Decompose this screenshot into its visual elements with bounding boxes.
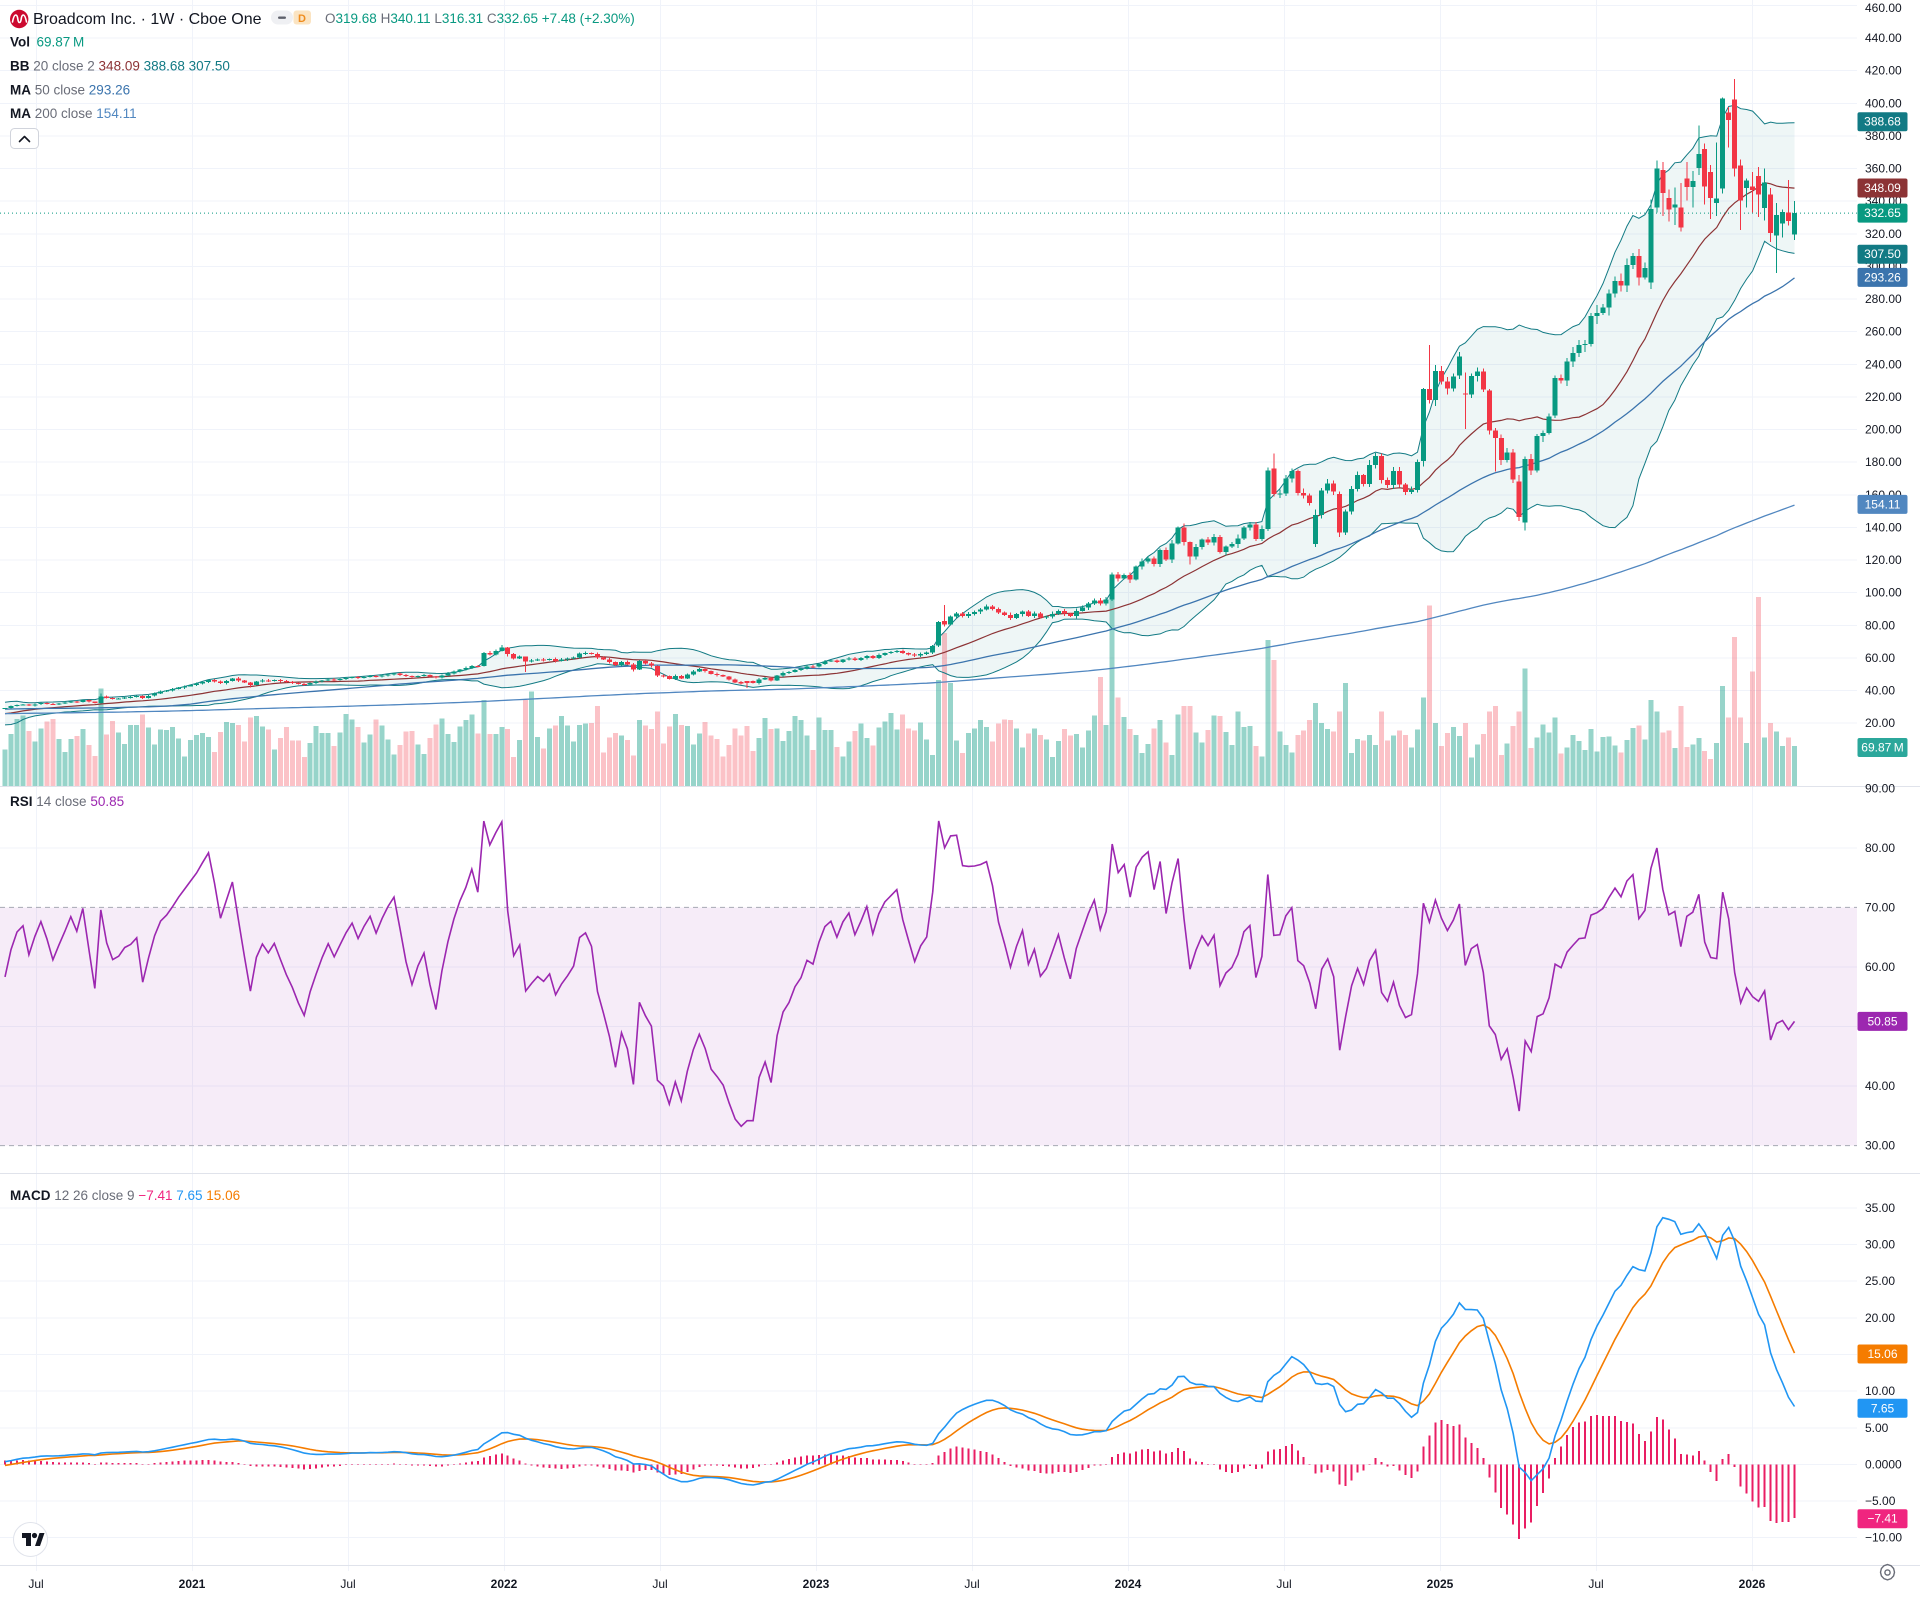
svg-text:2022: 2022: [491, 1577, 518, 1591]
svg-text:460.00: 460.00: [1865, 1, 1902, 15]
svg-text:Jul: Jul: [1276, 1577, 1291, 1591]
svg-text:90.00: 90.00: [1865, 781, 1895, 795]
svg-text:MA 50 close 293.26: MA 50 close 293.26: [10, 83, 130, 98]
svg-text:10.00: 10.00: [1865, 1384, 1895, 1398]
svg-text:280.00: 280.00: [1865, 292, 1902, 306]
svg-text:307.50: 307.50: [1864, 247, 1901, 261]
svg-text:240.00: 240.00: [1865, 357, 1902, 371]
svg-text:Broadcom Inc. · 1W · Cboe One: Broadcom Inc. · 1W · Cboe One: [33, 11, 262, 28]
svg-text:420.00: 420.00: [1865, 64, 1902, 78]
svg-text:260.00: 260.00: [1865, 325, 1902, 339]
svg-text:O319.68 H340.11 L316.31 C332.6: O319.68 H340.11 L316.31 C332.65 +7.48 (+…: [325, 11, 635, 26]
svg-text:25.00: 25.00: [1865, 1274, 1895, 1288]
svg-text:Jul: Jul: [1588, 1577, 1603, 1591]
svg-text:180.00: 180.00: [1865, 455, 1902, 469]
svg-text:−5.00: −5.00: [1865, 1494, 1896, 1508]
svg-text:5.00: 5.00: [1865, 1421, 1889, 1435]
svg-text:332.65: 332.65: [1864, 206, 1901, 220]
svg-text:2023: 2023: [803, 1577, 830, 1591]
svg-text:200.00: 200.00: [1865, 423, 1902, 437]
svg-text:348.09: 348.09: [1864, 181, 1901, 195]
svg-text:380.00: 380.00: [1865, 129, 1902, 143]
svg-text:Jul: Jul: [652, 1577, 667, 1591]
svg-text:80.00: 80.00: [1865, 841, 1895, 855]
svg-text:69.87 M: 69.87 M: [1861, 741, 1903, 755]
svg-text:40.00: 40.00: [1865, 1079, 1895, 1093]
svg-text:RSI 14 close 50.85: RSI 14 close 50.85: [10, 794, 124, 809]
svg-text:70.00: 70.00: [1865, 900, 1895, 914]
svg-text:60.00: 60.00: [1865, 960, 1895, 974]
svg-text:60.00: 60.00: [1865, 651, 1895, 665]
svg-text:2026: 2026: [1739, 1577, 1766, 1591]
svg-text:Jul: Jul: [340, 1577, 355, 1591]
svg-text:388.68: 388.68: [1864, 115, 1901, 129]
svg-text:2025: 2025: [1427, 1577, 1454, 1591]
svg-text:−7.41: −7.41: [1867, 1512, 1898, 1526]
svg-text:20.00: 20.00: [1865, 1311, 1895, 1325]
svg-text:15.06: 15.06: [1867, 1347, 1897, 1361]
svg-text:80.00: 80.00: [1865, 618, 1895, 632]
svg-text:Vol 69.87 M: Vol 69.87 M: [10, 35, 84, 50]
svg-text:−10.00: −10.00: [1865, 1531, 1902, 1545]
svg-text:120.00: 120.00: [1865, 553, 1902, 567]
svg-text:30.00: 30.00: [1865, 1238, 1895, 1252]
svg-text:100.00: 100.00: [1865, 586, 1902, 600]
svg-text:2024: 2024: [1115, 1577, 1142, 1591]
svg-text:440.00: 440.00: [1865, 31, 1902, 45]
svg-text:220.00: 220.00: [1865, 390, 1902, 404]
svg-text:0.0000: 0.0000: [1865, 1457, 1902, 1471]
svg-text:360.00: 360.00: [1865, 162, 1902, 176]
svg-text:50.85: 50.85: [1867, 1014, 1897, 1028]
svg-text:Jul: Jul: [964, 1577, 979, 1591]
svg-text:MACD 12 26 close 9 −7.41 7.65: MACD 12 26 close 9 −7.41 7.65 15.06: [10, 1188, 240, 1203]
svg-text:320.00: 320.00: [1865, 227, 1902, 241]
svg-text:154.11: 154.11: [1865, 497, 1901, 511]
svg-text:40.00: 40.00: [1865, 684, 1895, 698]
svg-text:MA 200 close 154.11: MA 200 close 154.11: [10, 106, 137, 121]
svg-text:400.00: 400.00: [1865, 96, 1902, 110]
svg-text:20.00: 20.00: [1865, 716, 1895, 730]
svg-text:BB 20 close 2 348.09 388.68: BB 20 close 2 348.09 388.68 307.50: [10, 59, 230, 74]
svg-text:D: D: [298, 13, 306, 25]
svg-text:30.00: 30.00: [1865, 1139, 1895, 1153]
svg-text:140.00: 140.00: [1865, 520, 1902, 534]
svg-text:2021: 2021: [179, 1577, 206, 1591]
svg-text:Jul: Jul: [28, 1577, 43, 1591]
svg-text:35.00: 35.00: [1865, 1201, 1895, 1215]
svg-text:7.65: 7.65: [1871, 1401, 1895, 1415]
svg-text:293.26: 293.26: [1864, 270, 1901, 284]
